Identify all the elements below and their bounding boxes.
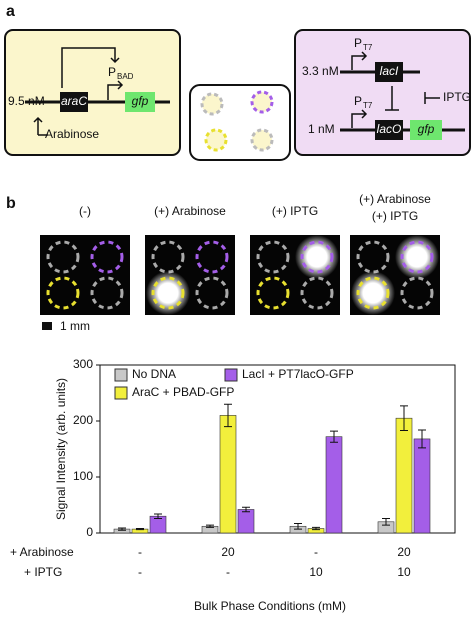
reporter: gfp bbox=[418, 122, 435, 136]
legend-swatch bbox=[114, 368, 128, 382]
reporter: gfp bbox=[132, 94, 149, 108]
repression bbox=[385, 86, 399, 111]
left-box bbox=[4, 29, 181, 156]
error-bar bbox=[418, 429, 426, 449]
droplet bbox=[356, 240, 390, 274]
operator: lacO bbox=[377, 122, 402, 136]
droplet bbox=[151, 240, 185, 274]
middle-box bbox=[189, 84, 291, 161]
error-bar bbox=[224, 403, 232, 428]
condition-value: - bbox=[314, 545, 318, 559]
y-axis-label: Signal Intensity (arb. units) bbox=[54, 378, 68, 520]
droplet bbox=[400, 276, 434, 310]
conc: 9.5 nM bbox=[8, 94, 45, 108]
promoter-sub: BAD bbox=[117, 72, 134, 81]
row-label: + Arabinose bbox=[10, 545, 74, 559]
condition-label: (+) IPTG bbox=[372, 209, 418, 223]
droplet bbox=[400, 240, 434, 274]
promoter-arrow bbox=[351, 109, 368, 128]
droplets bbox=[200, 90, 274, 152]
droplet bbox=[195, 276, 229, 310]
y-tick-label: 0 bbox=[86, 525, 93, 539]
inducer: IPTG bbox=[443, 90, 471, 104]
legend-label: No DNA bbox=[132, 367, 176, 381]
reporter-box bbox=[410, 120, 442, 140]
droplet bbox=[300, 240, 334, 274]
promoter-arrow bbox=[351, 51, 368, 70]
condition-value: - bbox=[138, 545, 142, 559]
scale-label: 1 mm bbox=[60, 319, 90, 333]
condition-value: - bbox=[138, 565, 142, 579]
panel-label: b bbox=[6, 195, 16, 212]
condition-value: 10 bbox=[309, 565, 323, 579]
iptg-inhibit bbox=[424, 92, 440, 104]
error-bar bbox=[330, 430, 338, 443]
y-tick-label: 200 bbox=[73, 413, 93, 427]
error-bar bbox=[136, 528, 144, 531]
droplet bbox=[356, 276, 390, 310]
promoter-sub: T7 bbox=[363, 101, 373, 110]
error-bar bbox=[242, 506, 250, 513]
conc: 3.3 nM bbox=[302, 64, 339, 78]
droplet bbox=[300, 276, 334, 310]
legend-label: LacI + PT7lacO-GFP bbox=[242, 367, 354, 381]
droplet bbox=[90, 240, 124, 274]
row-label: + IPTG bbox=[24, 565, 62, 579]
droplet bbox=[195, 240, 229, 274]
bar bbox=[325, 436, 343, 534]
condition-label: (-) bbox=[79, 204, 91, 218]
promoter: P bbox=[354, 36, 362, 50]
droplet bbox=[90, 276, 124, 310]
promoter-sub: T7 bbox=[363, 43, 373, 52]
inducer-arrow bbox=[33, 116, 48, 136]
scale-bar bbox=[42, 322, 52, 330]
gene-box bbox=[375, 62, 403, 82]
promoter: P bbox=[354, 94, 362, 108]
micrograph bbox=[40, 235, 130, 315]
reporter-box bbox=[125, 92, 155, 112]
y-tick-label: 100 bbox=[73, 469, 93, 483]
gene: lacI bbox=[380, 64, 399, 78]
condition-value: - bbox=[226, 565, 230, 579]
x-axis-label: Bulk Phase Conditions (mM) bbox=[194, 599, 346, 613]
conc: 1 nM bbox=[308, 122, 335, 136]
operator-box bbox=[375, 120, 403, 140]
condition-label: (+) Arabinose bbox=[154, 204, 226, 218]
error-bar bbox=[400, 405, 408, 432]
condition-label: (+) Arabinose bbox=[359, 192, 431, 206]
error-bar bbox=[118, 527, 126, 531]
droplet bbox=[256, 276, 290, 310]
error-bar bbox=[206, 524, 214, 528]
legend-swatch bbox=[224, 368, 238, 382]
bar bbox=[413, 438, 431, 534]
gene-box bbox=[60, 92, 88, 112]
condition-value: 20 bbox=[221, 545, 235, 559]
bar bbox=[219, 415, 237, 534]
error-bar bbox=[312, 526, 320, 531]
error-bar bbox=[154, 513, 162, 519]
plot-frame bbox=[99, 364, 456, 534]
bar bbox=[237, 509, 255, 534]
inducer: Arabinose bbox=[45, 127, 99, 141]
panel-label: a bbox=[6, 3, 15, 20]
droplet bbox=[256, 240, 290, 274]
arrow bbox=[61, 47, 120, 88]
promoter: P bbox=[108, 65, 116, 79]
droplet bbox=[151, 276, 185, 310]
condition-value: 20 bbox=[397, 545, 411, 559]
error-bar bbox=[382, 517, 390, 526]
condition-label: (+) IPTG bbox=[272, 204, 318, 218]
error-bar bbox=[294, 522, 302, 530]
droplet bbox=[46, 240, 80, 274]
condition-value: 10 bbox=[397, 565, 411, 579]
y-tick-label: 300 bbox=[73, 357, 93, 371]
legend-swatch bbox=[114, 386, 128, 400]
gene: araC bbox=[61, 94, 87, 108]
droplet bbox=[46, 276, 80, 310]
bar bbox=[395, 417, 413, 534]
promoter-arrow bbox=[107, 80, 124, 100]
legend-label: AraC + PBAD-GFP bbox=[132, 385, 234, 399]
